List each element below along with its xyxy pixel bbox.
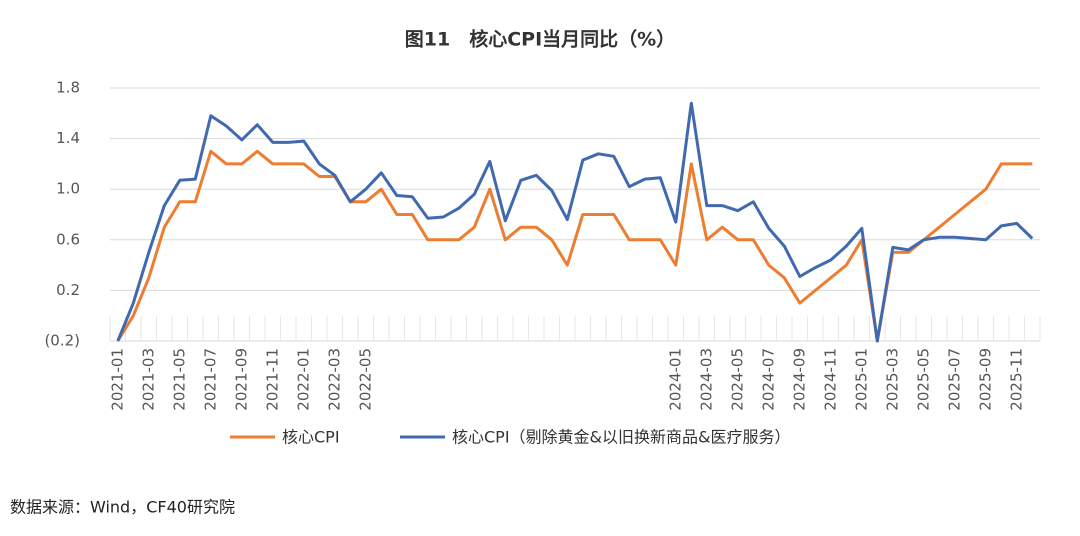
x-tick-label: 2021-11: [263, 348, 281, 411]
source-note: 数据来源：Wind，CF40研究院: [10, 498, 235, 517]
x-tick-label: 2021-05: [170, 348, 188, 411]
series-line: [116, 101, 1034, 343]
y-tick-label: 1.0: [56, 180, 80, 198]
x-tick-label: 2021-09: [232, 348, 250, 411]
x-tick-label: 2024-01: [666, 348, 684, 411]
x-tick-label: 2025-05: [914, 348, 932, 411]
y-tick-label: 1.8: [56, 79, 80, 97]
x-tick-label: 2025-03: [883, 348, 901, 411]
x-tick-label: 2025-11: [1007, 348, 1025, 411]
legend-label: 核心CPI: [282, 428, 340, 447]
x-tick-label: 2022-05: [356, 348, 374, 411]
x-tick-label: 2022-03: [325, 348, 343, 411]
legend-label: 核心CPI（剔除黄金&以旧换新商品&医疗服务）: [452, 428, 791, 447]
x-tick-label: 2024-09: [790, 348, 808, 411]
x-tick-label: 2021-03: [139, 348, 157, 411]
x-tick-label: 2021-01: [108, 348, 126, 411]
series-line: [116, 149, 1033, 343]
x-tick-label: 2024-11: [821, 348, 839, 411]
x-tick-label: 2024-03: [697, 348, 715, 411]
x-tick-label: 2021-07: [201, 348, 219, 411]
y-tick-label: (0.2): [44, 332, 80, 350]
chart-title: 图11 核心CPI当月同比（%）: [405, 28, 675, 51]
y-tick-label: 0.6: [56, 230, 80, 248]
y-tick-label: 1.4: [56, 129, 80, 147]
x-tick-label: 2024-07: [759, 348, 777, 411]
x-tick-label: 2025-07: [945, 348, 963, 411]
x-tick-label: 2025-09: [976, 348, 994, 411]
x-tick-label: 2022-01: [294, 348, 312, 411]
x-tick-label: 2024-05: [728, 348, 746, 411]
y-tick-label: 0.2: [56, 281, 80, 299]
x-tick-label: 2025-01: [852, 348, 870, 411]
